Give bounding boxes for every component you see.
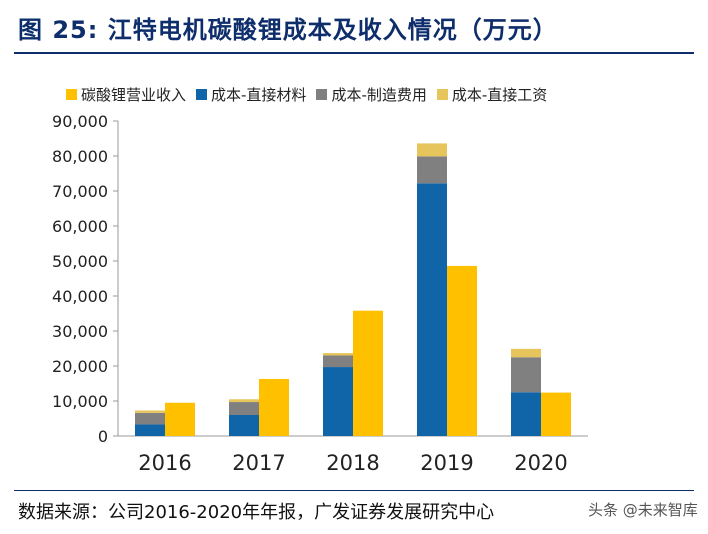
source-divider xyxy=(14,490,694,491)
legend-item-manufacturing: 成本-制造费用 xyxy=(316,84,427,105)
y-tick-label: 0 xyxy=(98,427,108,446)
bar-cost-1-2018 xyxy=(323,367,353,436)
bar-cost-3-2016 xyxy=(135,410,165,413)
legend-label-revenue: 碳酸锂营业收入 xyxy=(81,86,187,104)
legend-item-material: 成本-直接材料 xyxy=(196,84,306,105)
bar-cost-2-2020 xyxy=(511,357,541,393)
bar-cost-3-2020 xyxy=(511,348,541,358)
chart-legend: 碳酸锂营业收入 成本-直接材料 成本-制造费用 成本-直接工资 xyxy=(66,84,547,105)
legend-swatch-wages xyxy=(436,89,448,100)
legend-swatch-manufacturing xyxy=(316,89,328,100)
y-tick-label: 80,000 xyxy=(52,147,108,166)
bar-cost-1-2016 xyxy=(135,424,165,436)
x-tick-label: 2016 xyxy=(138,451,191,475)
bar-cost-2-2018 xyxy=(323,355,353,368)
source-note: 数据来源：公司2016-2020年年报，广发证券发展研究中心 xyxy=(18,502,495,523)
legend-label-manufacturing: 成本-制造费用 xyxy=(331,86,427,104)
legend-label-material: 成本-直接材料 xyxy=(211,86,307,104)
y-tick-label: 60,000 xyxy=(52,217,108,236)
bar-revenue-2018 xyxy=(353,310,383,436)
bar-revenue-2017 xyxy=(259,378,289,436)
legend-swatch-material xyxy=(196,89,208,100)
y-axis-ticks: 0 10,000 20,000 30,000 40,000 50,000 60,000 70,… xyxy=(52,112,588,446)
y-tick-label: 40,000 xyxy=(52,287,108,306)
y-tick-label: 50,000 xyxy=(52,252,108,271)
legend-label-wages: 成本-直接工资 xyxy=(451,86,548,104)
x-tick-label: 2019 xyxy=(420,451,473,475)
x-tick-label: 2020 xyxy=(514,451,567,475)
y-tick-label: 90,000 xyxy=(52,112,108,131)
x-axis-labels: 2016 2017 2018 2019 2020 xyxy=(138,451,567,475)
bar-cost-3-2017 xyxy=(229,399,259,403)
bar-cost-3-2019 xyxy=(417,143,447,157)
y-tick-label: 10,000 xyxy=(52,392,108,411)
legend-item-revenue: 碳酸锂营业收入 xyxy=(66,84,186,105)
x-tick-label: 2017 xyxy=(232,451,285,475)
bar-revenue-2016 xyxy=(165,402,195,436)
legend-item-wages: 成本-直接工资 xyxy=(436,84,548,105)
bar-cost-2-2017 xyxy=(229,402,259,415)
watermark: 头条 @未来智库 xyxy=(585,499,701,520)
legend-swatch-revenue xyxy=(66,89,77,100)
bar-cost-2-2016 xyxy=(135,412,165,425)
bar-cost-1-2019 xyxy=(417,183,447,436)
bar-revenue-2019 xyxy=(447,265,477,436)
bar-cost-2-2019 xyxy=(417,156,447,184)
figure-title: 图 25: 江特电机碳酸锂成本及收入情况（万元） xyxy=(18,16,558,44)
title-divider xyxy=(14,52,694,54)
bar-cost-1-2020 xyxy=(511,392,541,436)
bar-cost-3-2018 xyxy=(323,353,353,356)
y-tick-label: 30,000 xyxy=(52,322,108,341)
y-tick-label: 20,000 xyxy=(52,357,108,376)
y-tick-label: 70,000 xyxy=(52,182,108,201)
bars xyxy=(135,143,571,436)
bar-revenue-2020 xyxy=(541,392,571,436)
bar-cost-1-2017 xyxy=(229,415,259,436)
x-tick-label: 2018 xyxy=(326,451,379,475)
